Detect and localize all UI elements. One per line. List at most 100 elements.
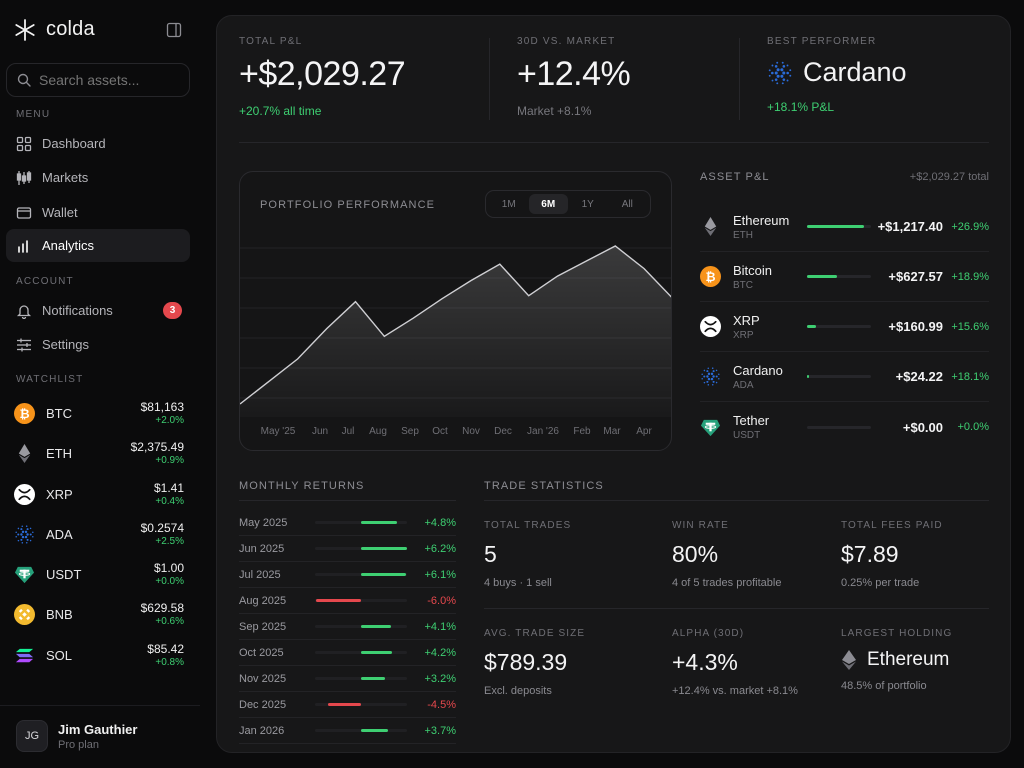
range-tabs: 1M 6M 1Y All [485, 190, 651, 218]
watchlist-item-btc[interactable]: ₿ BTC $81,163 +2.0% [14, 397, 184, 429]
asset-share-bar [807, 425, 871, 429]
stat-value: 5 [484, 541, 497, 567]
monthly-return-row: Oct 2025 +4.2% [239, 640, 456, 666]
nav-dashboard[interactable]: Dashboard [6, 127, 190, 160]
watchlist-section-label: WATCHLIST [16, 374, 84, 385]
bar-chart-icon [18, 239, 28, 253]
ethereum-icon [700, 216, 721, 237]
asset-pl-header: ASSET P&L +$2,029.27 total [700, 171, 989, 183]
candlestick-icon [16, 170, 32, 185]
svg-text:₿: ₿ [705, 270, 715, 284]
asset-pl-percent: +26.9% [951, 220, 989, 233]
x-tick-label: Oct [432, 426, 448, 437]
asset-symbol: ADA [733, 379, 754, 391]
return-value: -6.0% [427, 594, 456, 607]
sidebar-divider [0, 705, 200, 706]
watchlist-symbol: USDT [46, 566, 82, 582]
nav-dashboard-label: Dashboard [42, 136, 106, 151]
return-bar [315, 651, 407, 654]
watchlist-item-sol[interactable]: SOL $85.42 +0.8% [14, 639, 184, 671]
tab-6m[interactable]: 6M [528, 194, 568, 214]
stat-value: Ethereum [867, 649, 950, 670]
stat-label: ALPHA (30D) [672, 628, 745, 639]
watchlist-item-eth[interactable]: ETH $2,375.49 +0.9% [14, 437, 184, 469]
return-bar-fill [361, 677, 385, 680]
stat-total-trades: TOTAL TRADES 5 4 buys · 1 sell [484, 520, 571, 589]
nav-notifications[interactable]: Notifications 3 [6, 294, 190, 327]
user-plan: Pro plan [58, 738, 99, 751]
series-line [240, 245, 671, 405]
asset-symbol: USDT [733, 430, 761, 441]
search-icon [17, 73, 31, 87]
asset-pl-row[interactable]: Ethereum ETH +$1,217.40 +26.9% [700, 202, 989, 252]
sliders-icon [17, 338, 31, 351]
return-bar [315, 677, 407, 680]
asset-pl-amount: +$0.00 [902, 419, 943, 435]
watchlist-item-ada[interactable]: ADA $0.2574 +2.5% [14, 518, 184, 550]
notification-count-badge: 3 [163, 302, 182, 319]
kpi-value: Cardano [803, 57, 907, 87]
kpi-bottom-divider [239, 142, 989, 143]
asset-share-bar [807, 275, 871, 278]
watchlist-item-xrp[interactable]: XRP $1.41 +0.4% [14, 478, 184, 510]
stat-total-fees: TOTAL FEES PAID $7.89 0.25% per trade [841, 520, 943, 589]
tab-1m[interactable]: 1M [501, 198, 516, 210]
grid-icon [16, 136, 32, 151]
return-value: -4.5% [427, 698, 456, 711]
return-bar-fill [316, 599, 361, 602]
asset-name: Bitcoin [733, 262, 773, 278]
asset-symbol: ETH [733, 229, 753, 241]
return-bar [315, 573, 407, 576]
return-bar [315, 599, 407, 602]
portfolio-performance-title: PORTFOLIO PERFORMANCE [260, 199, 436, 211]
trade-statistics-divider [484, 500, 989, 501]
stat-label: TOTAL TRADES [484, 520, 572, 531]
xrp-icon [700, 316, 721, 337]
asset-symbol: XRP [733, 329, 754, 341]
asset-symbol: BTC [733, 279, 753, 291]
tab-all[interactable]: All [621, 198, 633, 210]
tether-icon [700, 417, 721, 438]
return-value: +3.7% [424, 724, 457, 737]
watchlist-item-usdt[interactable]: USDT $1.00 +0.0% [14, 558, 184, 590]
app-logo[interactable]: colda [14, 18, 95, 41]
watchlist-item-bnb[interactable]: BNB $629.58 +0.6% [14, 598, 184, 630]
asset-pl-amount: +$160.99 [888, 319, 943, 334]
asset-name: Tether [733, 413, 770, 428]
nav-wallet-label: Wallet [42, 205, 78, 220]
nav-analytics-label: Analytics [42, 238, 95, 253]
nav-analytics[interactable]: Analytics [6, 229, 190, 262]
kpi-sub: +20.7% all time [239, 104, 322, 118]
nav-settings[interactable]: Settings [6, 328, 190, 361]
nav-wallet[interactable]: Wallet [6, 196, 190, 229]
asset-pl-row[interactable]: Cardano ADA +$24.22 +18.1% [700, 352, 989, 402]
monthly-returns-divider [239, 500, 456, 501]
search-input[interactable] [39, 72, 179, 88]
return-bar-fill [361, 651, 392, 654]
return-bar [315, 547, 407, 550]
search-box[interactable] [6, 63, 190, 97]
stat-alpha: ALPHA (30D) +4.3% +12.4% vs. market +8.1… [672, 628, 798, 697]
asset-pl-row[interactable]: Tether USDT +$0.00 +0.0% [700, 402, 989, 452]
app-name: colda [46, 18, 95, 40]
kpi-best-performer: BEST PERFORMER Cardano +18.1% P&L [767, 36, 907, 114]
nav-markets[interactable]: Markets [6, 161, 190, 194]
watchlist-price: $0.2574 [140, 521, 184, 535]
x-tick-label: Aug [369, 426, 387, 437]
return-bar-fill [361, 573, 406, 576]
month-label: Aug 2025 [239, 594, 287, 607]
tether-icon [14, 564, 35, 585]
return-value: +4.1% [424, 620, 457, 633]
x-tick-label: Dec [494, 426, 512, 437]
bnb-icon [14, 603, 35, 625]
asset-pl-amount: +$627.57 [888, 269, 943, 284]
x-tick-label: Feb [573, 426, 591, 437]
tab-1y[interactable]: 1Y [581, 198, 594, 210]
asset-pl-row[interactable]: XRP XRP +$160.99 +15.6% [700, 302, 989, 352]
sidebar-toggle-icon[interactable] [166, 22, 182, 38]
return-bar-fill [361, 729, 388, 732]
logo-asterisk-icon [15, 18, 35, 41]
asset-pl-row[interactable]: ₿ Bitcoin BTC +$627.57 +18.9% [700, 252, 989, 302]
user-profile[interactable]: JG Jim Gauthier Pro plan [16, 720, 137, 752]
kpi-vs-market: 30D VS. MARKET +12.4% Market +8.1% [517, 36, 631, 118]
